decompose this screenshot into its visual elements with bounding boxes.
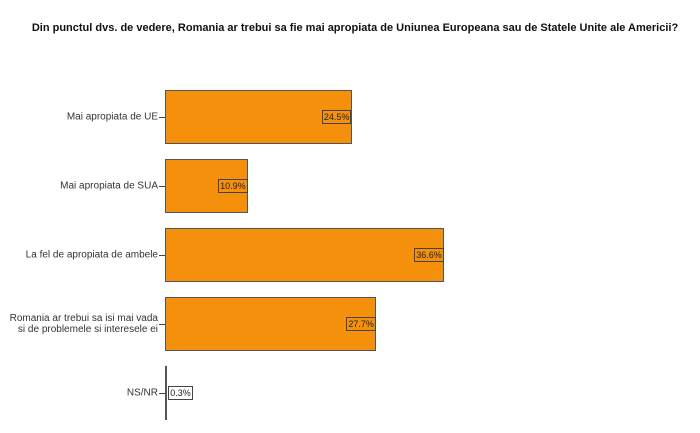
chart-title: Din punctul dvs. de vedere, Romania ar t… xyxy=(31,22,679,34)
axis-tick xyxy=(159,117,165,118)
axis-tick xyxy=(159,255,165,256)
category-label: NS/NR xyxy=(126,387,158,399)
bar xyxy=(165,366,168,420)
axis-tick xyxy=(159,393,165,394)
axis-tick xyxy=(159,324,165,325)
category-label: La fel de apropiata de ambele xyxy=(25,249,158,261)
bar xyxy=(165,159,249,213)
value-label: 27.7% xyxy=(346,317,376,331)
value-label: 36.6% xyxy=(414,248,444,262)
bar xyxy=(165,297,377,351)
value-label: 24.5% xyxy=(321,110,352,124)
category-label: Mai apropiata de SUA xyxy=(60,180,158,192)
value-label: 0.3% xyxy=(168,386,193,400)
category-label: Romania ar trebui sa isi mai vada si de … xyxy=(9,313,158,335)
category-label: Mai apropiata de UE xyxy=(66,111,158,123)
value-label: 10.9% xyxy=(218,179,248,193)
axis-tick xyxy=(159,186,165,187)
bar xyxy=(165,228,445,282)
bar xyxy=(165,90,352,144)
